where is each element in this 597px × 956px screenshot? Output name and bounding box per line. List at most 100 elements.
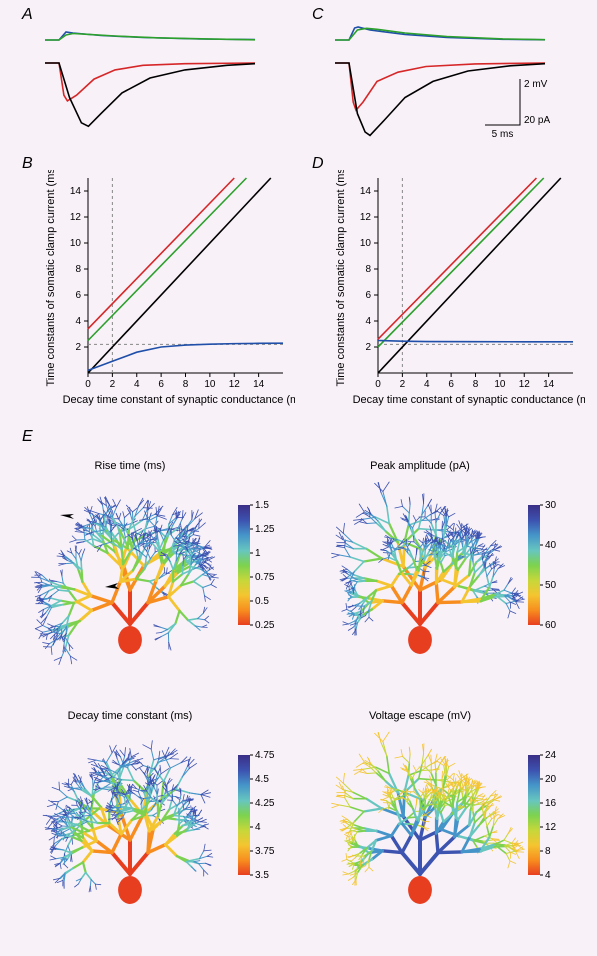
plot-line [88, 178, 246, 341]
ytick: 4 [75, 316, 81, 327]
plot-line [88, 343, 283, 370]
xtick: 4 [424, 379, 430, 390]
neuron-plot: Decay time constant (ms) 4.75 4.5 4.25 4 3.75… [30, 705, 290, 935]
trace [335, 28, 545, 40]
cbar-tick: 4.75 [255, 750, 275, 761]
ytick: 12 [360, 212, 372, 223]
trace [335, 63, 545, 110]
xtick: 8 [473, 379, 479, 390]
axes [378, 178, 573, 373]
xtick: 12 [519, 379, 531, 390]
xtick: 8 [183, 379, 189, 390]
plot-line [88, 178, 234, 329]
cbar-tick: 4.5 [255, 774, 269, 785]
neuron-panel: Peak amplitude (pA) 30 40 50 60 [320, 455, 580, 690]
scalebar-pa: 20 pA [524, 115, 550, 126]
cbar-tick: 8 [545, 846, 551, 857]
cbar-tick: 40 [545, 540, 557, 551]
ytick: 8 [365, 264, 371, 275]
xtick: 4 [134, 379, 140, 390]
ytick: 10 [70, 238, 82, 249]
ytick: 4 [365, 316, 371, 327]
plot-line [378, 341, 573, 342]
label-E: E [22, 428, 33, 446]
neuron-title: Peak amplitude (pA) [370, 460, 470, 472]
xtick: 14 [543, 379, 555, 390]
neuron-plot: Voltage escape (mV)2420161284 [320, 705, 580, 935]
neuron-title: Voltage escape (mV) [369, 710, 471, 722]
xtick: 0 [85, 379, 91, 390]
xtick: 12 [229, 379, 241, 390]
panel-A-svg [40, 15, 280, 150]
cbar-tick: 1.5 [255, 500, 269, 511]
panel-B-svg: 0 2 4 6 8 10 12 14 2 4 6 8 10 12 14 Time constants of s… [40, 170, 295, 415]
cbar-tick: 12 [545, 822, 557, 833]
neuron-title: Decay time constant (ms) [68, 710, 193, 722]
scalebar-mv: 2 mV [524, 79, 548, 90]
ylabel: Time constants of somatic clamp current … [45, 170, 57, 387]
neuron-title: Rise time (ms) [95, 460, 166, 472]
xtick: 0 [375, 379, 381, 390]
ytick: 8 [75, 264, 81, 275]
cbar-tick: 3.75 [255, 846, 275, 857]
cbar-tick: 1 [255, 548, 261, 559]
xlabel: Decay time constant of synaptic conducta… [353, 394, 585, 406]
cbar-tick: 50 [545, 580, 557, 591]
label-D: D [312, 155, 324, 173]
xtick: 10 [494, 379, 506, 390]
ytick: 6 [75, 290, 81, 301]
ytick: 14 [360, 186, 372, 197]
cbar-tick: 4 [255, 822, 261, 833]
colorbar [238, 505, 250, 625]
cbar-tick: 1.25 [255, 524, 275, 535]
trace [45, 34, 255, 41]
neuron-panel: Voltage escape (mV)2420161284 [320, 705, 580, 940]
cbar-tick: 60 [545, 620, 557, 631]
panel-C-svg: 2 mV 20 pA 5 ms [330, 15, 580, 150]
soma [408, 626, 432, 654]
ytick: 2 [365, 342, 371, 353]
cbar-tick: 0.25 [255, 620, 275, 631]
cbar-tick: 16 [545, 798, 557, 809]
cbar-tick: 30 [545, 500, 557, 511]
trace [45, 63, 255, 101]
neuron-plot: Peak amplitude (pA) 30 40 50 60 [320, 455, 580, 685]
xlabel: Decay time constant of synaptic conducta… [63, 394, 295, 406]
cbar-tick: 0.75 [255, 572, 275, 583]
label-A: A [22, 6, 33, 24]
ytick: 12 [70, 212, 82, 223]
label-C: C [312, 6, 324, 24]
scalebar [485, 79, 520, 125]
neuron-panel: Decay time constant (ms) 4.75 4.5 4.25 4 3.75… [30, 705, 290, 940]
xtick: 2 [400, 379, 406, 390]
neuron-panel: Rise time (ms) 1.5 1.25 1 0.75 0.5 0.25 [30, 455, 290, 690]
soma [118, 876, 142, 904]
neuron-plot: Rise time (ms) 1.5 1.25 1 0.75 0.5 0.25 [30, 455, 290, 685]
scalebar-ms: 5 ms [492, 129, 514, 140]
colorbar [528, 755, 540, 875]
arrow-icon [60, 514, 74, 519]
ytick: 14 [70, 186, 82, 197]
xtick: 2 [110, 379, 116, 390]
cbar-tick: 3.5 [255, 870, 269, 881]
ytick: 10 [360, 238, 372, 249]
cbar-tick: 4.25 [255, 798, 275, 809]
colorbar [238, 755, 250, 875]
ytick: 2 [75, 342, 81, 353]
plot-line [378, 178, 561, 373]
soma [408, 876, 432, 904]
plot-line [378, 178, 536, 339]
colorbar [528, 505, 540, 625]
cbar-tick: 20 [545, 774, 557, 785]
xtick: 6 [158, 379, 164, 390]
cbar-tick: 4 [545, 870, 551, 881]
panel-D-svg: 0 2 4 6 8 10 12 14 2 4 6 8 10 12 14 Time constants of s… [330, 170, 585, 415]
label-B: B [22, 155, 33, 173]
soma [118, 626, 142, 654]
xtick: 14 [253, 379, 265, 390]
ytick: 6 [365, 290, 371, 301]
cbar-tick: 0.5 [255, 596, 269, 607]
xtick: 6 [448, 379, 454, 390]
ylabel: Time constants of somatic clamp current … [335, 170, 347, 387]
xtick: 10 [204, 379, 216, 390]
